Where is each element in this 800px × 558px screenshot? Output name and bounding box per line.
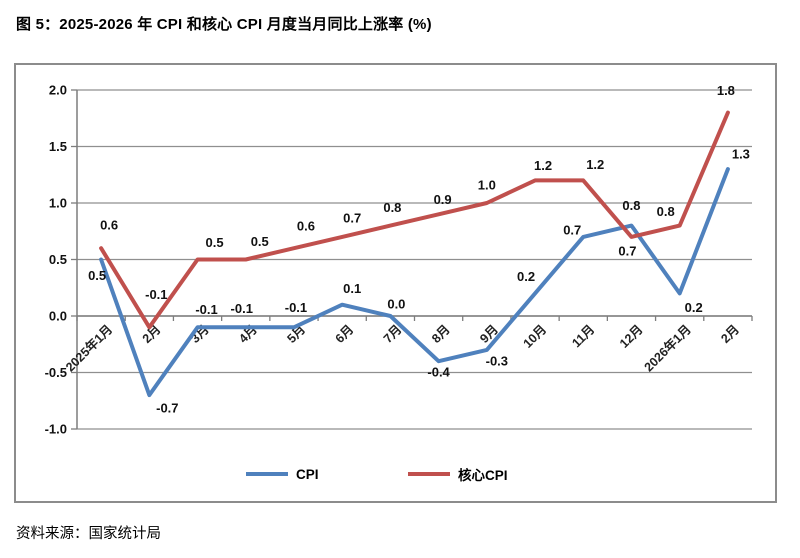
y-tick-label: 0.5 xyxy=(49,252,67,267)
data-label-cpi: 1.3 xyxy=(732,147,750,162)
core-cpi-line-swatch-icon xyxy=(408,472,450,476)
x-category-label: 11月 xyxy=(569,322,597,350)
data-label-cpi: 0.7 xyxy=(563,222,581,237)
data-label-cpi: 0.2 xyxy=(517,269,535,284)
x-category-label: 2025年1月 xyxy=(62,322,115,375)
data-label-cpi: -0.1 xyxy=(231,301,253,316)
data-label-cpi: -0.3 xyxy=(486,353,508,368)
y-tick-label: 0.0 xyxy=(49,309,67,324)
data-label-core-cpi: 1.2 xyxy=(586,157,604,172)
legend-label-cpi: CPI xyxy=(296,466,319,482)
data-label-core-cpi: 1.8 xyxy=(717,83,735,98)
data-label-cpi: 0.0 xyxy=(387,297,405,312)
data-label-core-cpi: 0.7 xyxy=(343,210,361,225)
data-label-core-cpi: 0.5 xyxy=(251,234,269,249)
y-tick-label: 2.0 xyxy=(49,83,67,98)
data-label-cpi: 0.8 xyxy=(622,198,640,213)
data-label-cpi: -0.4 xyxy=(427,365,450,380)
data-label-core-cpi: 0.9 xyxy=(434,192,452,207)
data-label-core-cpi: -0.1 xyxy=(145,287,167,302)
data-label-cpi: -0.1 xyxy=(285,300,307,315)
chart-title: 图 5：2025-2026 年 CPI 和核心 CPI 月度当月同比上涨率 (%… xyxy=(16,16,432,33)
chart-frame: 2.0 1.5 1.0 0.5 0.0 -0.5 -1.0 2025年1月 2月 3月 4月 5月 6月… xyxy=(14,63,777,503)
x-category-label: 6月 xyxy=(333,322,357,346)
legend-label-core-cpi: 核心CPI xyxy=(458,468,508,483)
data-label-core-cpi: 0.8 xyxy=(383,200,401,215)
legend-item-core-cpi: 核心CPI xyxy=(408,461,508,487)
cpi-line-swatch-icon xyxy=(246,472,288,476)
data-label-cpi: 0.1 xyxy=(343,281,361,296)
data-label-cpi: 0.2 xyxy=(685,300,703,315)
series-line-core-cpi xyxy=(99,110,730,330)
x-category-label: 2026年1月 xyxy=(641,322,694,375)
x-category-label: 2月 xyxy=(718,322,742,346)
x-category-label: 8月 xyxy=(429,322,453,346)
data-label-core-cpi: 0.8 xyxy=(657,204,675,219)
data-label-core-cpi: 0.5 xyxy=(205,235,223,250)
data-label-cpi: 0.5 xyxy=(88,268,106,283)
data-label-core-cpi: 0.7 xyxy=(618,243,636,258)
y-tick-label: 1.5 xyxy=(49,139,67,154)
chart-legend: CPI 核心CPI xyxy=(16,461,775,487)
x-category-label: 12月 xyxy=(617,322,646,351)
data-label-core-cpi: 1.0 xyxy=(478,178,496,193)
legend-item-cpi: CPI xyxy=(246,461,319,487)
y-tick-label: -1.0 xyxy=(45,422,67,437)
y-tick-label: -0.5 xyxy=(45,365,67,380)
x-category-label: 10月 xyxy=(521,322,550,351)
data-label-core-cpi: 0.6 xyxy=(100,218,118,233)
source-note: 资料来源：国家统计局 xyxy=(16,526,161,542)
data-label-cpi: -0.7 xyxy=(156,401,178,416)
y-tick-label: 1.0 xyxy=(49,196,67,211)
data-label-core-cpi: 0.6 xyxy=(297,219,315,234)
data-label-core-cpi: 1.2 xyxy=(534,158,552,173)
data-label-cpi: -0.1 xyxy=(195,302,217,317)
x-category-label: 9月 xyxy=(477,322,501,346)
